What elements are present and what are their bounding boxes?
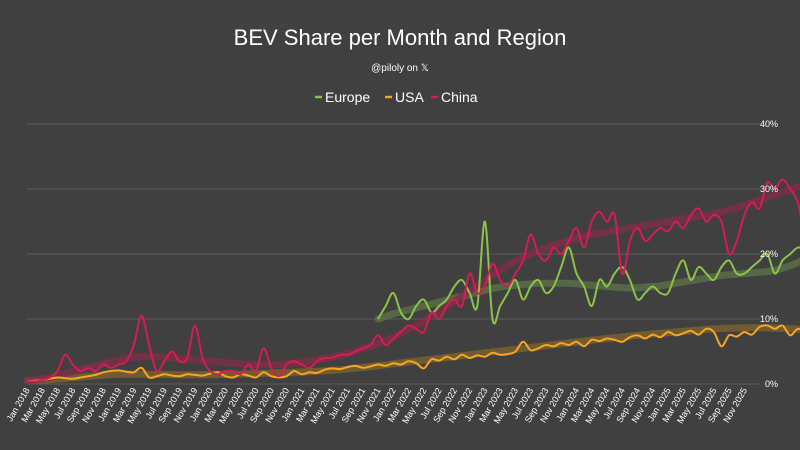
y-tick-label: 20% xyxy=(760,249,778,259)
legend-label-usa: USA xyxy=(395,89,424,105)
series-lines xyxy=(26,178,800,383)
chart-subtitle: @piloly on 𝕏 xyxy=(371,63,429,74)
europe-series-line xyxy=(377,220,800,325)
y-axis-ticks: 0% 10% 20% 30% 40% xyxy=(760,119,778,389)
y-tick-label: 30% xyxy=(760,184,778,194)
gridlines xyxy=(27,123,760,385)
y-tick-label: 0% xyxy=(765,379,778,389)
usa-series-line xyxy=(26,324,800,382)
legend: Europe USA China xyxy=(315,89,478,105)
china-trend-line xyxy=(23,182,800,385)
chart-title: BEV Share per Month and Region xyxy=(234,25,567,50)
y-tick-label: 10% xyxy=(760,314,778,324)
legend-label-china: China xyxy=(441,89,478,105)
legend-label-europe: Europe xyxy=(325,89,370,105)
china-series-line xyxy=(26,178,800,383)
y-tick-label: 40% xyxy=(760,119,778,129)
